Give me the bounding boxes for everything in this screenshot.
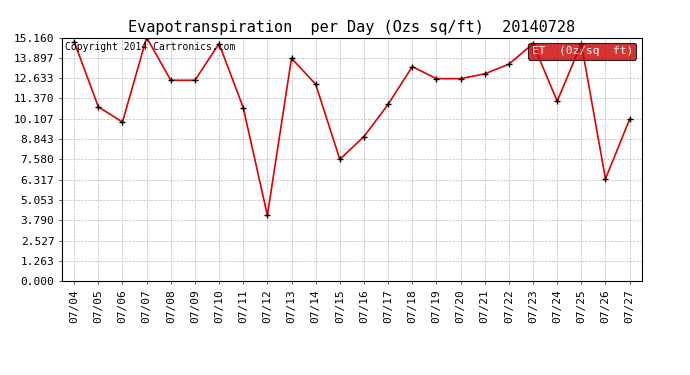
Legend: ET  (0z/sq  ft): ET (0z/sq ft) xyxy=(529,43,636,60)
Title: Evapotranspiration  per Day (Ozs sq/ft)  20140728: Evapotranspiration per Day (Ozs sq/ft) 2… xyxy=(128,20,575,35)
Text: Copyright 2014 Cartronics.com: Copyright 2014 Cartronics.com xyxy=(65,42,235,52)
